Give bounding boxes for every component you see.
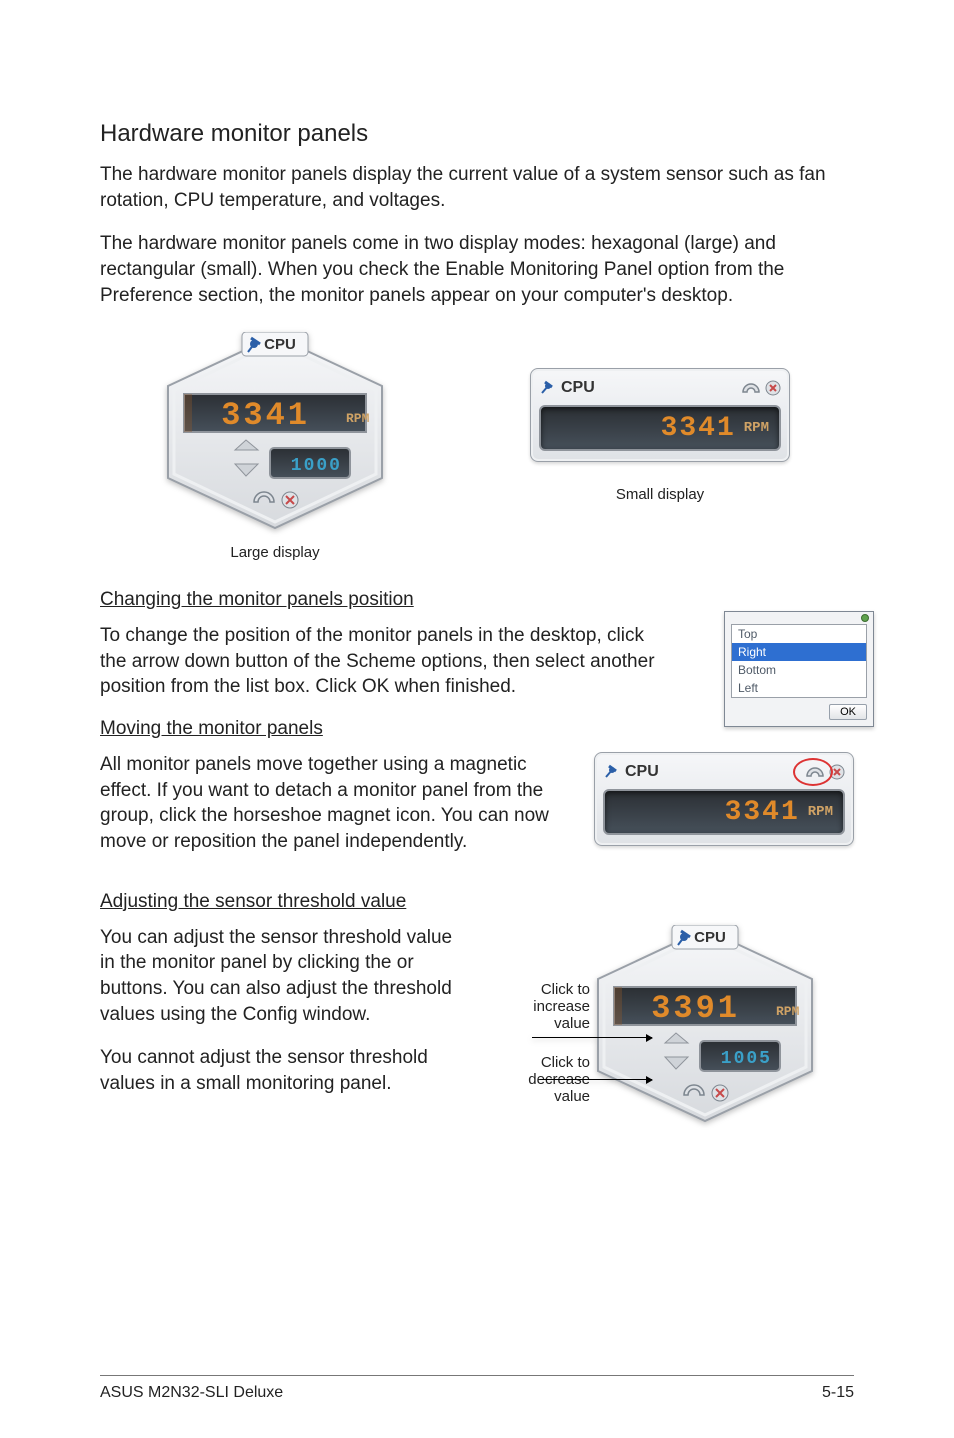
section-title: Hardware monitor panels [100,120,854,148]
arrow-increase [532,1037,652,1038]
pin-icon [603,764,619,780]
magnet-icon[interactable] [741,380,761,396]
hex-adj-title: CPU [694,929,726,946]
rect-lcd: 3341 RPM [539,405,781,451]
panels-row: CPU 3341 RPM 1000 [100,332,854,561]
small-caption: Small display [616,486,704,503]
rect-title-text: CPU [561,379,595,397]
large-caption: Large display [230,544,319,561]
ok-button[interactable]: OK [829,704,867,720]
hex-adj-threshold: 1005 [721,1049,772,1069]
rect-move-unit: RPM [808,804,833,820]
footer-right: 5-15 [822,1384,854,1402]
rect-move-title: CPU [625,763,659,781]
close-icon[interactable] [712,1085,728,1101]
hex-adj-value: 3391 [651,990,740,1027]
hex-unit: RPM [346,411,370,426]
position-popup: Top Right Bottom Left OK [724,611,874,727]
pin-icon [539,380,555,396]
popup-dot-icon [861,614,869,622]
pos-para: To change the position of the monitor pa… [100,623,660,700]
large-panel-column: CPU 3341 RPM 1000 [160,332,390,561]
rect-panel-move: CPU 3341 RPM [594,752,854,846]
intro-para-1: The hardware monitor panels display the … [100,162,854,213]
hex-adj-unit: RPM [776,1004,800,1019]
highlight-circle [793,758,833,786]
pos-heading: Changing the monitor panels position [100,589,854,611]
hex-threshold: 1000 [291,456,342,476]
pos-option-bottom[interactable]: Bottom [732,661,866,679]
increase-label: Click to increase value [502,981,590,1032]
arrow-decrease [540,1079,652,1080]
page-footer: ASUS M2N32-SLI Deluxe 5-15 [100,1375,854,1402]
hex-panel-adjust: CPU 3391 RPM 1005 [590,925,820,1125]
adj-para1: You can adjust the sensor threshold valu… [100,925,470,1028]
hex-value: 3341 [221,397,310,434]
small-panel-column: CPU 3341 RPM Small display [530,332,790,503]
close-icon[interactable] [765,380,781,396]
pos-option-left[interactable]: Left [732,679,866,697]
pos-option-right[interactable]: Right [732,643,866,661]
close-icon[interactable] [282,492,298,508]
rect-move-lcd: 3341 RPM [603,789,845,835]
pos-option-top[interactable]: Top [732,625,866,643]
footer-left: ASUS M2N32-SLI Deluxe [100,1384,283,1402]
adj-heading: Adjusting the sensor threshold value [100,891,854,913]
rect-value: 3341 [661,413,736,444]
move-para: All monitor panels move together using a… [100,752,562,855]
rect-unit: RPM [744,420,769,436]
hex-panel-large: CPU 3341 RPM 1000 [160,332,390,532]
adj-para2: You cannot adjust the sensor threshold v… [100,1045,470,1096]
hex-title: CPU [264,336,296,353]
rect-panel-small: CPU 3341 RPM [530,368,790,462]
intro-para-2: The hardware monitor panels come in two … [100,231,854,308]
rect-move-value: 3341 [725,797,800,828]
position-list[interactable]: Top Right Bottom Left [731,624,867,698]
